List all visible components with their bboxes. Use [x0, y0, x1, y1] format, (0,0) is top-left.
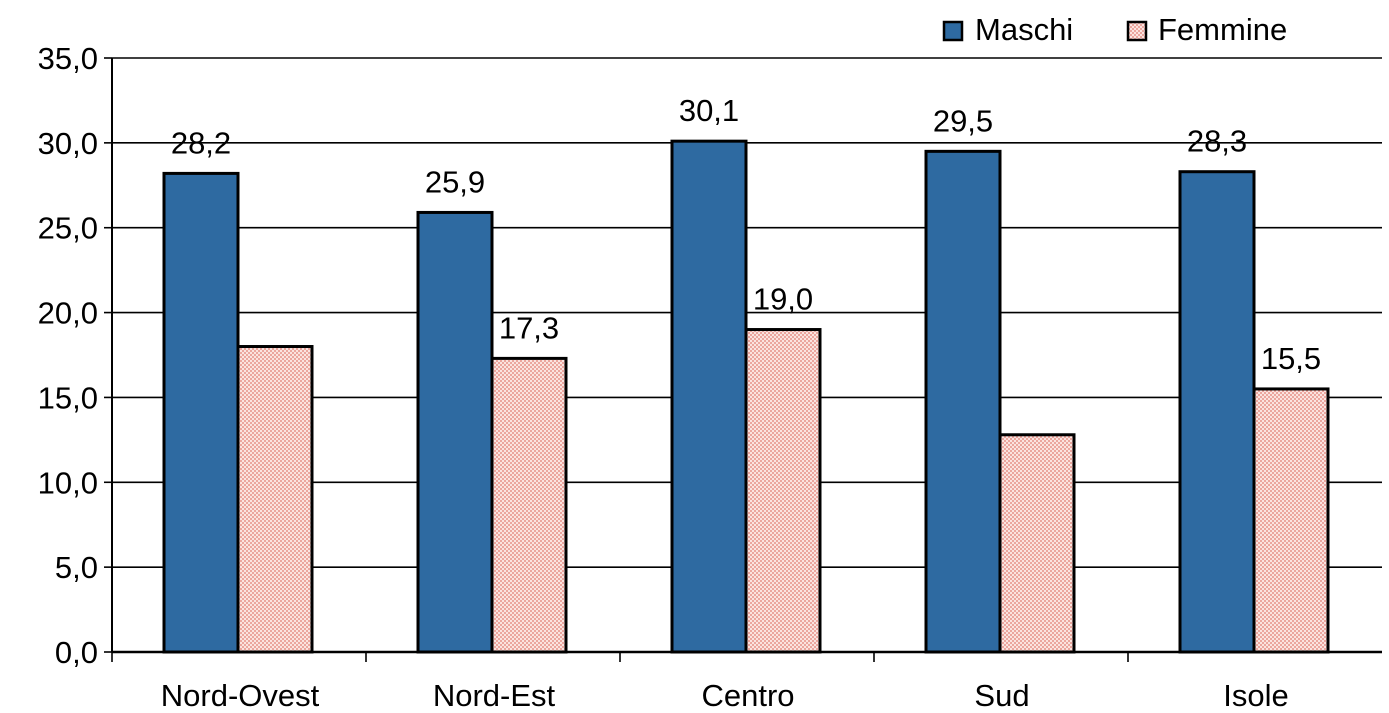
- x-tick-label: Nord-Est: [433, 678, 556, 713]
- data-label: 28,2: [171, 125, 231, 160]
- y-tick-label: 0,0: [55, 635, 98, 670]
- data-label: 25,9: [425, 164, 485, 199]
- x-axis: Nord-Ovest Nord-Est Centro Sud Isole: [111, 650, 1382, 713]
- y-tick-label: 25,0: [38, 211, 98, 246]
- y-tick-label: 10,0: [38, 465, 98, 500]
- legend-swatch-maschi: [942, 20, 964, 42]
- bar-maschi-isole: [1178, 170, 1256, 654]
- x-tick-label: Sud: [974, 678, 1029, 713]
- bar-femmine-centro: [744, 328, 822, 654]
- data-label: 19,0: [753, 282, 813, 317]
- bars: [162, 139, 1330, 654]
- y-tick-label: 30,0: [38, 126, 98, 161]
- bar-femmine-isole: [1252, 387, 1330, 654]
- bar-maschi-nord-est: [416, 210, 494, 654]
- bar-femmine-nord-est: [490, 356, 568, 654]
- legend-label-femmine: Femmine: [1158, 12, 1287, 47]
- y-tick-label: 15,0: [38, 380, 98, 415]
- bar-femmine-sud: [998, 433, 1076, 654]
- data-label: 28,3: [1187, 124, 1247, 159]
- bar-femmine-nord-ovest: [236, 345, 314, 654]
- x-tick-label: Centro: [701, 678, 794, 713]
- data-label: 30,1: [679, 93, 739, 128]
- x-tick-label: Nord-Ovest: [161, 678, 320, 713]
- data-label: 15,5: [1261, 341, 1321, 376]
- data-label: 29,5: [933, 103, 993, 138]
- y-tick-label: 35,0: [38, 41, 98, 76]
- bar-maschi-centro: [670, 139, 748, 654]
- bar-maschi-nord-ovest: [162, 171, 240, 654]
- legend: Maschi Femmine: [942, 12, 1287, 47]
- y-tick-label: 20,0: [38, 296, 98, 331]
- legend-swatch-femmine: [1126, 20, 1148, 42]
- y-tick-label: 5,0: [55, 550, 98, 585]
- legend-label-maschi: Maschi: [975, 12, 1073, 47]
- y-axis: 0,0 5,0 10,0 15,0 20,0 25,0 30,0 35,0: [38, 41, 113, 670]
- data-labels: 28,2 25,9 17,3 30,1 19,0 29,5 28,3 15,5: [171, 93, 1321, 376]
- x-tick-label: Isole: [1223, 678, 1288, 713]
- data-label: 17,3: [499, 310, 559, 345]
- bar-maschi-sud: [924, 149, 1002, 654]
